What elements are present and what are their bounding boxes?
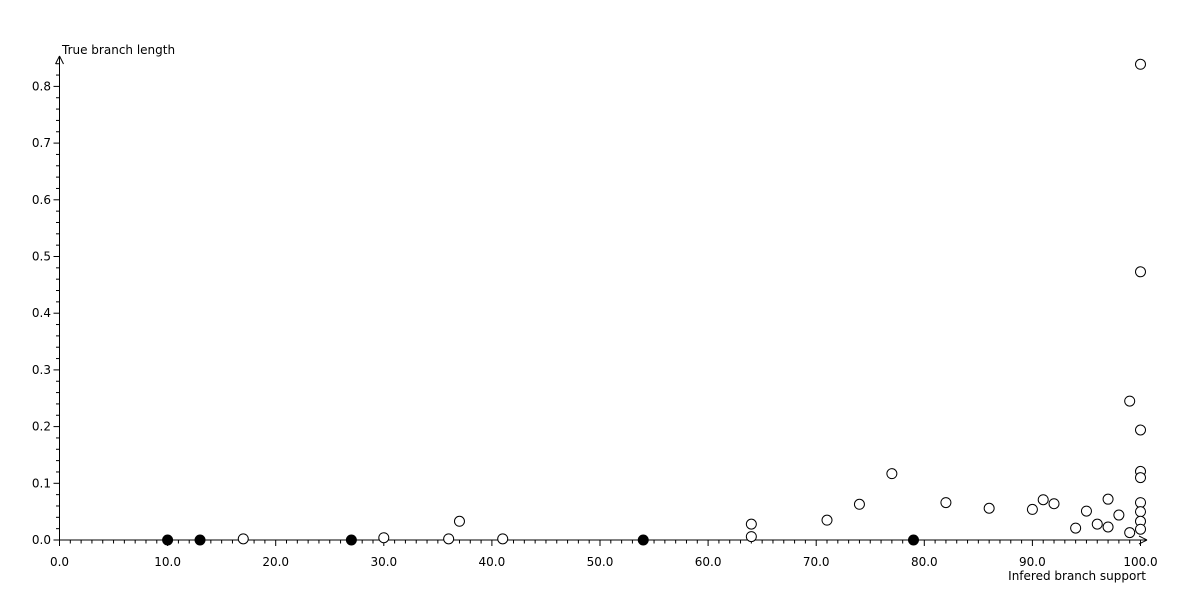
- x-tick-label: 70.0: [803, 555, 830, 569]
- data-point-filled: [637, 534, 649, 546]
- data-point-open: [821, 514, 833, 526]
- y-tick-label: 0.5: [32, 250, 51, 264]
- data-point-open: [1135, 497, 1146, 509]
- y-tick-label: 0.1: [32, 476, 51, 490]
- data-point-open: [237, 533, 249, 545]
- data-point-open: [940, 497, 952, 509]
- y-axis-title: True branch length: [62, 43, 176, 57]
- data-point-open: [886, 468, 898, 480]
- x-tick-label: 40.0: [479, 555, 506, 569]
- data-point-open: [1135, 58, 1146, 70]
- y-axis-arrow: [59, 55, 64, 65]
- data-point-open: [1026, 503, 1038, 515]
- data-point-filled: [345, 534, 357, 546]
- x-tick-label: 30.0: [370, 555, 397, 569]
- x-tick-label: 80.0: [911, 555, 938, 569]
- data-point-open: [1091, 518, 1103, 530]
- y-tick-label: 0.3: [32, 363, 51, 377]
- data-point-open: [853, 498, 865, 510]
- data-point-open: [745, 518, 757, 530]
- data-point-open: [443, 533, 455, 545]
- y-axis-arrow: [55, 55, 60, 65]
- data-point-filled: [194, 534, 206, 546]
- data-point-open: [1135, 506, 1146, 518]
- data-point-open: [1102, 521, 1114, 533]
- data-point-open: [745, 531, 757, 543]
- x-axis-title: Infered branch support: [1008, 569, 1146, 583]
- data-point-open: [983, 502, 995, 514]
- y-tick-label: 0.2: [32, 420, 51, 434]
- x-tick-label: 20.0: [262, 555, 289, 569]
- data-point-filled: [907, 534, 919, 546]
- data-point-open: [378, 532, 390, 544]
- data-point-open: [1048, 498, 1060, 510]
- data-point-open: [1037, 494, 1049, 506]
- data-point-open: [1135, 472, 1146, 484]
- data-point-open: [1135, 266, 1146, 278]
- x-tick-label: 60.0: [695, 555, 722, 569]
- data-point-open: [1135, 523, 1146, 535]
- data-point-open: [1124, 527, 1136, 539]
- data-point-open: [497, 533, 509, 545]
- x-tick-label: 90.0: [1019, 555, 1046, 569]
- y-tick-label: 0.8: [32, 79, 51, 93]
- data-point-open: [1102, 493, 1114, 505]
- data-point-open: [1113, 509, 1125, 521]
- x-tick-label: 0.0: [50, 555, 69, 569]
- y-tick-label: 0.6: [32, 193, 51, 207]
- x-axis-arrow: [1138, 535, 1148, 541]
- data-point-filled: [162, 534, 174, 546]
- data-point-open: [1070, 522, 1082, 534]
- data-point-open: [1135, 424, 1146, 436]
- data-point-open: [1080, 505, 1092, 517]
- x-tick-label: 50.0: [587, 555, 614, 569]
- y-tick-label: 0.7: [32, 136, 51, 150]
- data-point-open: [1124, 395, 1136, 407]
- y-tick-label: 0.4: [32, 306, 51, 320]
- x-tick-label: 10.0: [154, 555, 181, 569]
- data-point-open: [453, 515, 465, 527]
- x-tick-label: 100.0: [1123, 555, 1157, 569]
- y-tick-label: 0.0: [32, 533, 51, 547]
